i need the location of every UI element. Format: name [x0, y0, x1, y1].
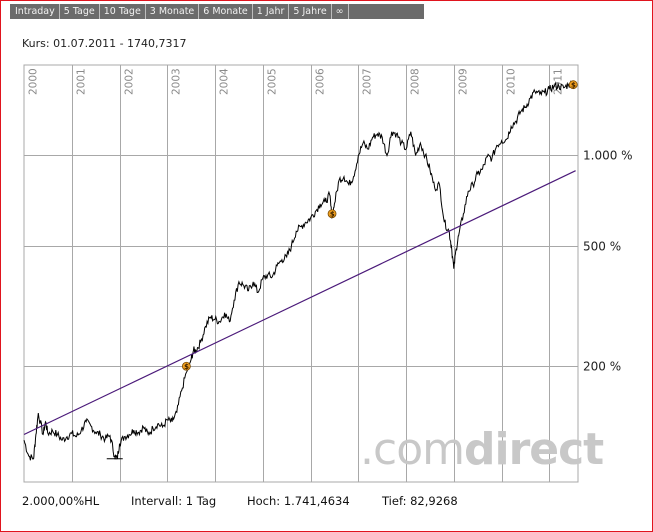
tab-5-jahre[interactable]: 5 Jahre — [289, 4, 332, 19]
y-tick-label: 200 % — [583, 360, 621, 374]
x-tick-label: 2001 — [76, 68, 88, 95]
timeframe-tabs: Intraday 5 Tage 10 Tage 3 Monate 6 Monat… — [10, 4, 424, 19]
low-label: Tief: 82,9268 — [382, 494, 458, 508]
x-tick-label: 2006 — [315, 68, 327, 95]
price-series-line — [23, 80, 574, 461]
dividend-marker-glyph: $ — [571, 81, 576, 89]
scale-label: 2.000,00%HL — [22, 494, 100, 508]
chart-markers: $ $ $ — [181, 80, 578, 371]
x-tick-label: 2004 — [219, 68, 231, 95]
plot-border — [23, 64, 579, 483]
tab-3-monate[interactable]: 3 Monate — [146, 4, 200, 19]
x-tick-label: 2000 — [28, 68, 40, 95]
x-tick-label: 2008 — [410, 68, 422, 95]
y-tick-label: 1.000 % — [583, 149, 633, 163]
tab-10-tage[interactable]: 10 Tage — [100, 4, 146, 19]
quote-label: Kurs: 01.07.2011 - 1740,7317 — [22, 37, 187, 50]
dividend-marker — [181, 361, 191, 371]
tab-max[interactable]: ∞ — [332, 4, 349, 19]
x-tick-label: 2009 — [458, 68, 470, 95]
tab-intraday[interactable]: Intraday — [10, 4, 60, 19]
x-tick-label: 2010 — [506, 68, 518, 95]
dividend-marker — [568, 80, 578, 90]
watermark-com: com — [373, 424, 464, 475]
x-axis-labels: 2000 2001 2002 2003 2004 2005 2006 2007 2008 2009… — [28, 68, 565, 95]
x-tick-label: 2003 — [171, 68, 183, 95]
tab-6-monate[interactable]: 6 Monate — [199, 4, 253, 19]
dividend-marker-glyph: $ — [184, 363, 189, 371]
chart-series — [23, 80, 576, 461]
x-tick-label: 2011 — [553, 68, 565, 95]
x-tick-label: 2002 — [124, 68, 136, 95]
tab-1-jahr[interactable]: 1 Jahr — [253, 4, 290, 19]
y-axis-labels: 1.000 % 500 % 200 % — [583, 149, 633, 374]
x-tick-label: 2007 — [362, 68, 374, 95]
dividend-marker — [327, 209, 337, 219]
trend-line — [23, 170, 576, 436]
watermark-dot: . — [360, 424, 373, 475]
dividend-marker-glyph: $ — [330, 211, 335, 219]
comdirect-watermark: .comdirect — [360, 424, 604, 475]
y-tick-label: 500 % — [583, 240, 621, 254]
interval-label: Intervall: 1 Tag — [131, 494, 217, 508]
watermark-direct: direct — [464, 424, 604, 475]
x-tick-label: 2005 — [267, 68, 279, 95]
high-label: Hoch: 1.741,4634 — [247, 494, 350, 508]
grid-lines — [23, 64, 579, 483]
tab-5-tage[interactable]: 5 Tage — [60, 4, 100, 19]
